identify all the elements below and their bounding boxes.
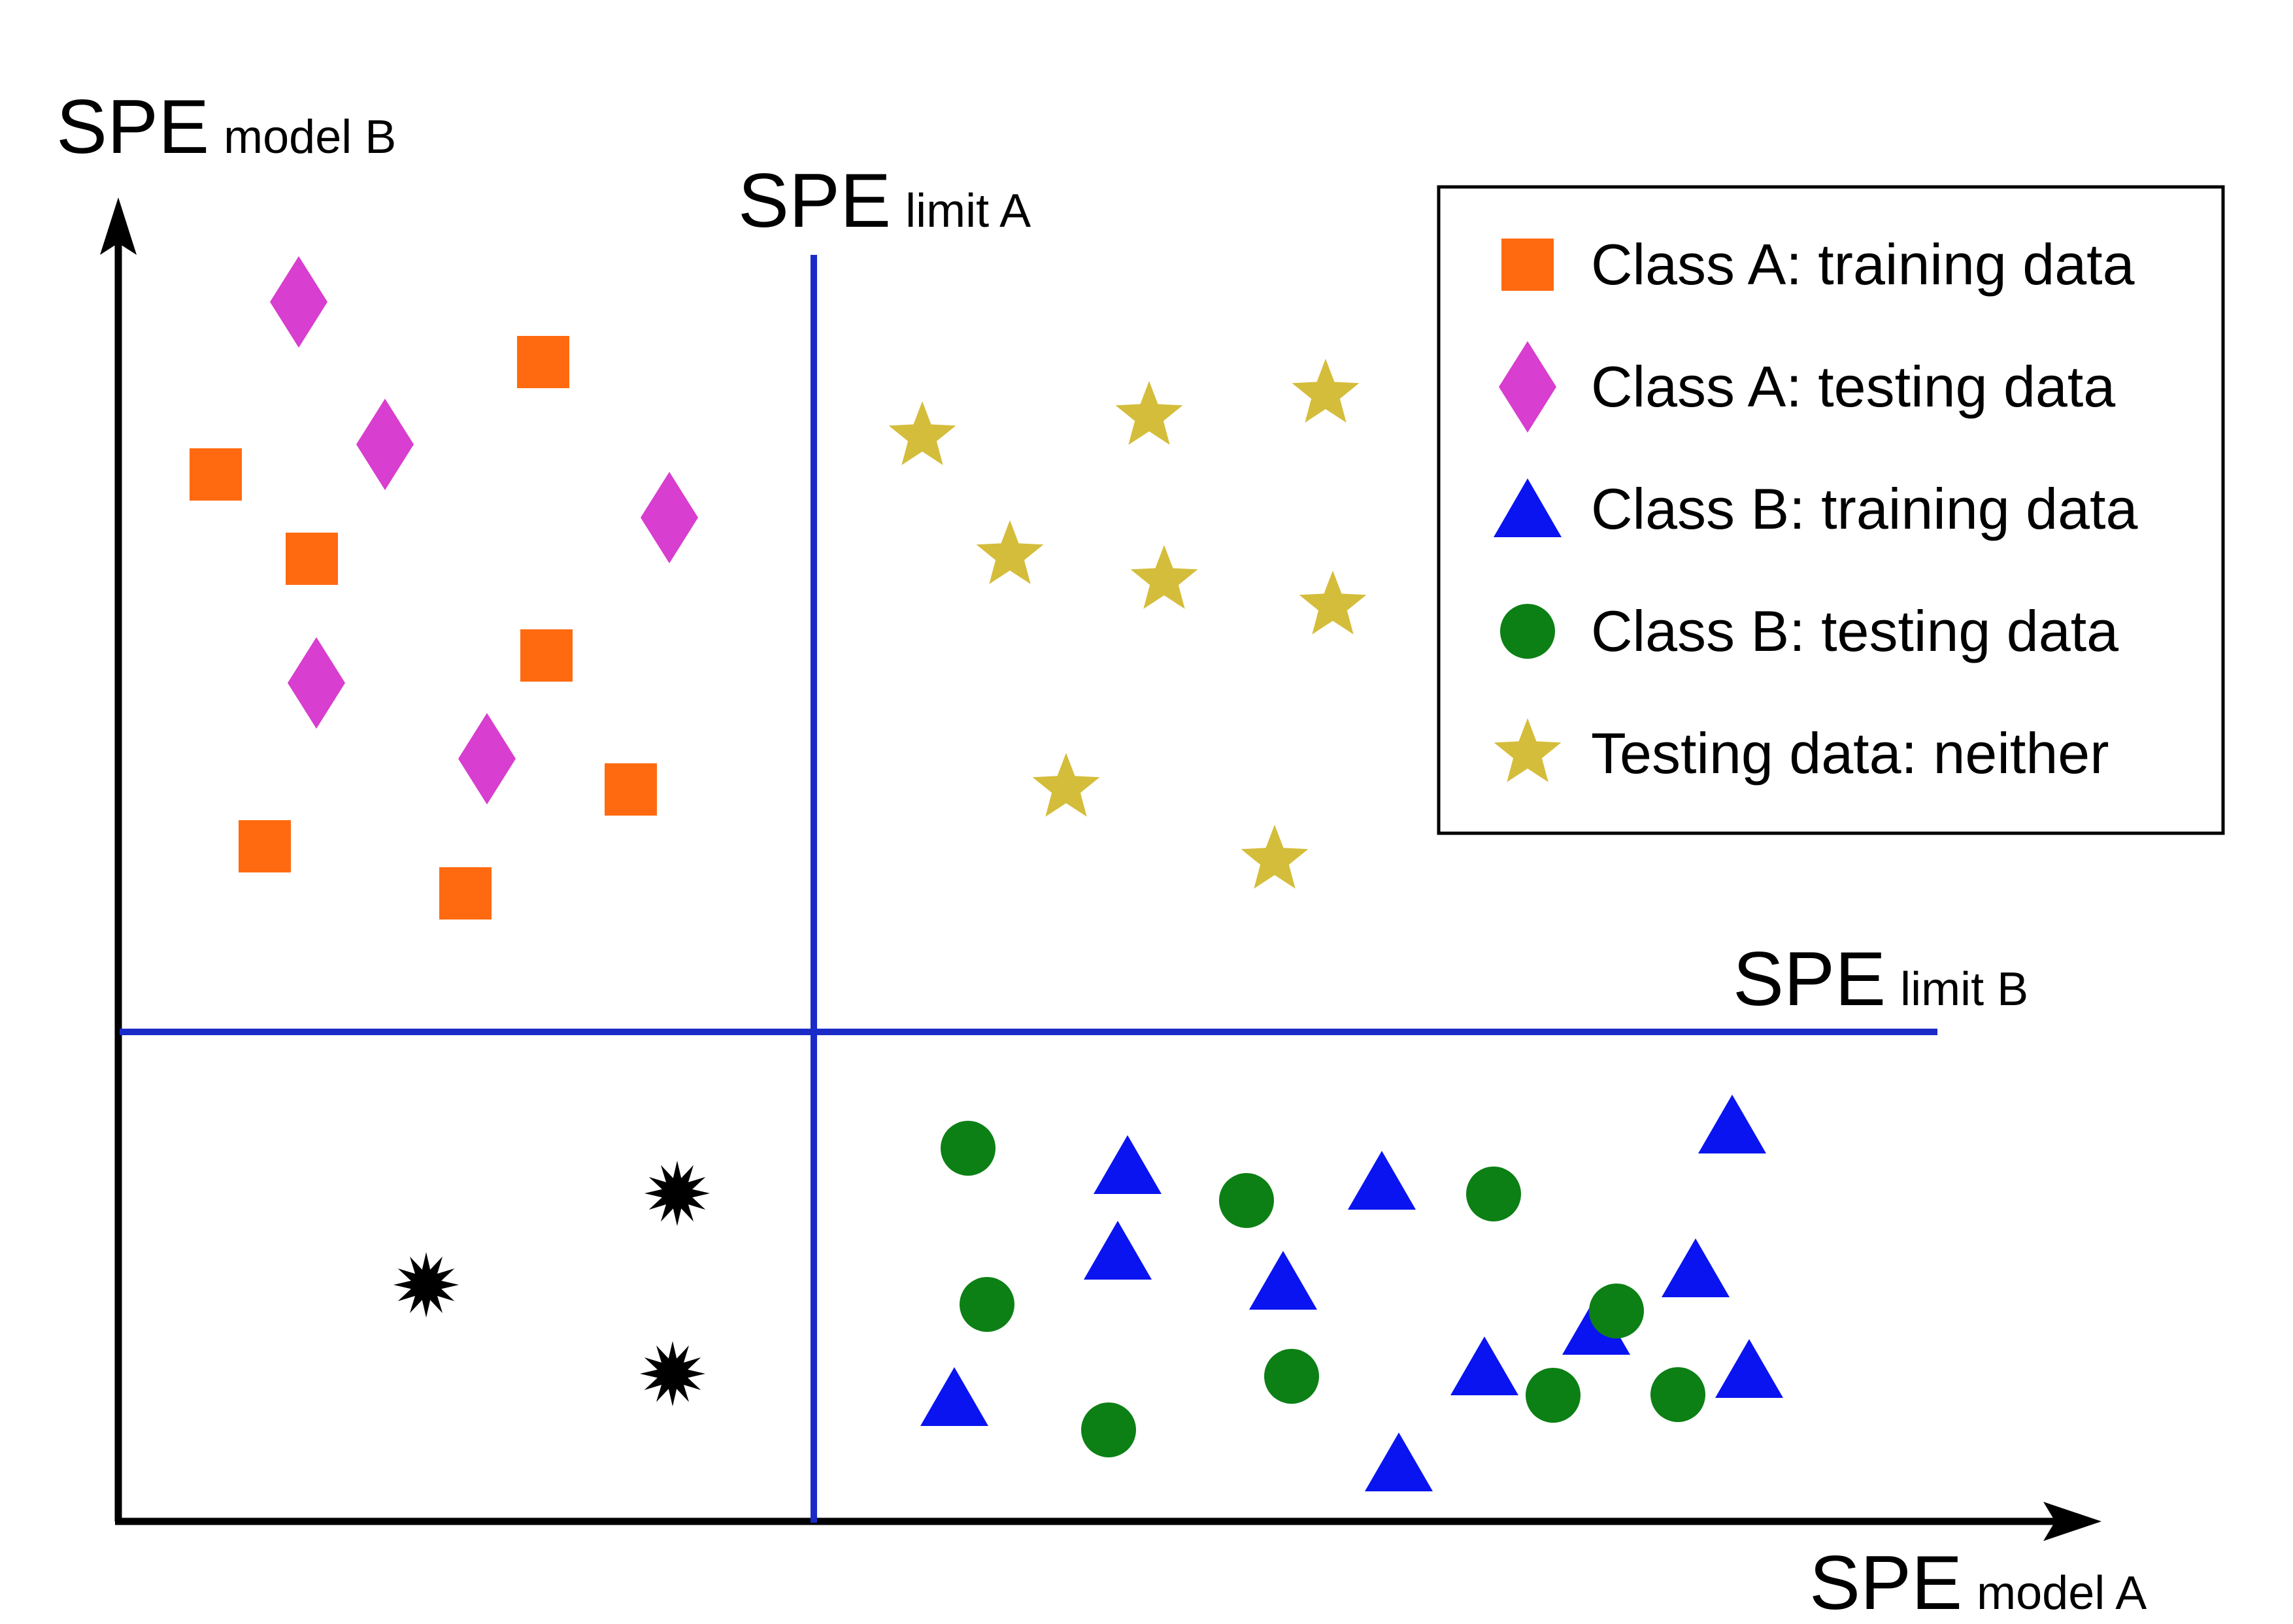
marker-layer: [190, 256, 1783, 1491]
spe-limit-a-label: SPE limit A: [738, 157, 1031, 243]
legend-star-icon: [1494, 718, 1562, 782]
star-marker: [1292, 359, 1360, 423]
square-marker: [439, 867, 492, 920]
star-marker: [1032, 753, 1100, 817]
legend-label: Class B: training data: [1591, 476, 2137, 541]
legend: Class A: training data Class A: testing d…: [1494, 232, 2137, 786]
diamond-marker: [270, 256, 327, 348]
star-marker: [888, 401, 956, 465]
circle-marker: [960, 1277, 1014, 1332]
circle-marker: [1650, 1367, 1705, 1422]
star-marker: [1241, 825, 1309, 889]
x-axis-label-main: SPE: [1809, 1540, 1962, 1621]
square-marker: [605, 763, 657, 816]
triangle-marker: [1450, 1336, 1518, 1395]
triangle-marker: [1094, 1135, 1162, 1194]
legend-square-icon: [1501, 239, 1554, 291]
triangle-marker: [1084, 1221, 1152, 1280]
triangle-marker: [1698, 1095, 1766, 1153]
square-marker: [286, 533, 338, 585]
square-marker: [517, 336, 569, 388]
circle-marker: [1081, 1402, 1136, 1457]
y-axis-arrowhead: [100, 197, 137, 255]
x-axis-label-sub: model A: [1977, 1567, 2147, 1619]
circle-marker: [1589, 1284, 1644, 1338]
star-marker: [1130, 545, 1198, 609]
circle-marker: [941, 1121, 996, 1176]
triangle-marker: [1662, 1238, 1730, 1297]
legend-label: Testing data: neither: [1591, 721, 2109, 786]
spe-limit-a-label-main: SPE: [738, 157, 891, 243]
triangle-marker: [1249, 1251, 1317, 1310]
legend-label: Class A: testing data: [1591, 354, 2115, 419]
diamond-marker: [458, 713, 516, 804]
triangle-marker: [1715, 1339, 1783, 1398]
circle-marker: [1219, 1173, 1274, 1228]
diamond-marker: [288, 637, 345, 729]
legend-box: [1437, 185, 2225, 835]
spe-limit-a-label-sub: limit A: [905, 185, 1031, 237]
legend-circle-icon: [1500, 604, 1555, 659]
legend-triangle-icon: [1494, 478, 1562, 537]
y-axis-label-sub: model B: [224, 111, 396, 163]
spe-limit-b-label-main: SPE: [1733, 936, 1886, 1021]
y-axis-label: SPE model B: [56, 84, 396, 169]
x-axis-arrowhead: [2043, 1502, 2101, 1541]
square-marker: [239, 820, 291, 872]
star-marker: [1115, 381, 1183, 445]
triangle-marker: [1348, 1151, 1416, 1210]
square-marker: [190, 448, 242, 501]
circle-marker: [1526, 1368, 1581, 1423]
black-starburst-icon: [640, 1341, 705, 1406]
triangle-marker: [1365, 1433, 1433, 1491]
spe-limit-b-label: SPE limit B: [1733, 936, 2028, 1021]
legend-label: Class B: testing data: [1591, 599, 2118, 663]
legend-diamond-icon: [1499, 341, 1556, 433]
black-starburst-icon: [393, 1252, 459, 1317]
circle-marker: [1466, 1167, 1521, 1221]
spe-limit-b-label-sub: limit B: [1900, 963, 2028, 1016]
black-starburst-icon: [644, 1161, 710, 1226]
diamond-marker: [641, 472, 698, 563]
star-marker: [1299, 571, 1367, 635]
circle-marker: [1264, 1349, 1319, 1404]
x-axis-label: SPE model A: [1809, 1540, 2147, 1621]
star-marker: [976, 520, 1044, 584]
diamond-marker: [356, 399, 414, 490]
legend-label: Class A: training data: [1591, 232, 2135, 297]
y-axis-label-main: SPE: [56, 84, 209, 169]
square-marker: [520, 629, 573, 682]
triangle-marker: [920, 1367, 988, 1426]
